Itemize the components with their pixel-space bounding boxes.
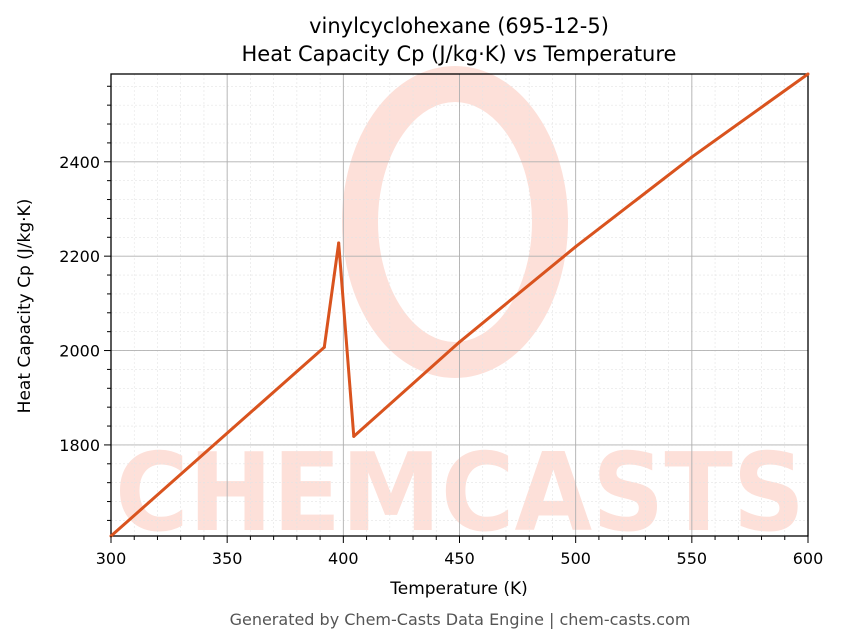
y-axis-ticks: 1800 2000 2200 2400 xyxy=(59,85,111,521)
y-tick-label: 2000 xyxy=(59,342,100,361)
data-point xyxy=(806,72,810,76)
x-tick-label: 500 xyxy=(560,549,591,568)
x-tick-label: 550 xyxy=(677,549,708,568)
x-axis-label: Temperature (K) xyxy=(389,579,528,599)
x-axis-ticks: 300 350 400 450 500 550 600 xyxy=(96,536,824,568)
watermark-logo: CHEMCASTS xyxy=(115,66,805,556)
y-axis-label: Heat Capacity Cp (J/kg·K) xyxy=(15,199,35,414)
data-point xyxy=(337,241,341,245)
data-point xyxy=(690,155,694,159)
chart-subtitle: Heat Capacity Cp (J/kg·K) vs Temperature xyxy=(242,42,677,66)
x-tick-label: 350 xyxy=(212,549,243,568)
watermark-swirl-icon xyxy=(342,66,568,378)
y-tick-label: 2400 xyxy=(59,153,100,172)
x-tick-label: 600 xyxy=(793,549,824,568)
series-line-cp xyxy=(110,72,809,538)
chart-title: vinylcyclohexane (695-12-5) xyxy=(309,14,609,38)
data-point xyxy=(322,345,326,349)
watermark-text: CHEMCASTS xyxy=(115,431,805,556)
data-point xyxy=(574,245,578,249)
series-points xyxy=(109,72,810,538)
x-tick-label: 400 xyxy=(328,549,359,568)
x-tick-label: 300 xyxy=(96,549,127,568)
data-point xyxy=(458,340,461,344)
y-tick-label: 1800 xyxy=(59,436,100,455)
data-point xyxy=(352,434,356,438)
footer-credit: Generated by Chem-Casts Data Engine | ch… xyxy=(230,610,691,629)
y-tick-label: 2200 xyxy=(59,247,100,266)
x-tick-label: 450 xyxy=(444,549,475,568)
